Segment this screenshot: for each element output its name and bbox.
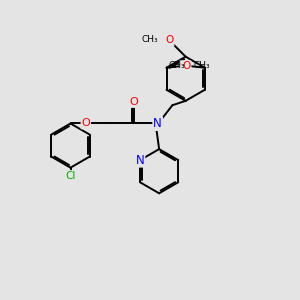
Text: CH₃: CH₃: [168, 61, 185, 70]
Text: N: N: [136, 154, 144, 167]
Text: CH₃: CH₃: [142, 35, 158, 44]
Text: O: O: [130, 97, 139, 107]
Text: Cl: Cl: [65, 171, 76, 181]
Text: O: O: [165, 35, 174, 46]
Text: O: O: [81, 118, 90, 128]
Text: N: N: [153, 117, 162, 130]
Text: CH₃: CH₃: [194, 61, 211, 70]
Text: O: O: [182, 61, 190, 71]
Text: O: O: [180, 61, 188, 71]
